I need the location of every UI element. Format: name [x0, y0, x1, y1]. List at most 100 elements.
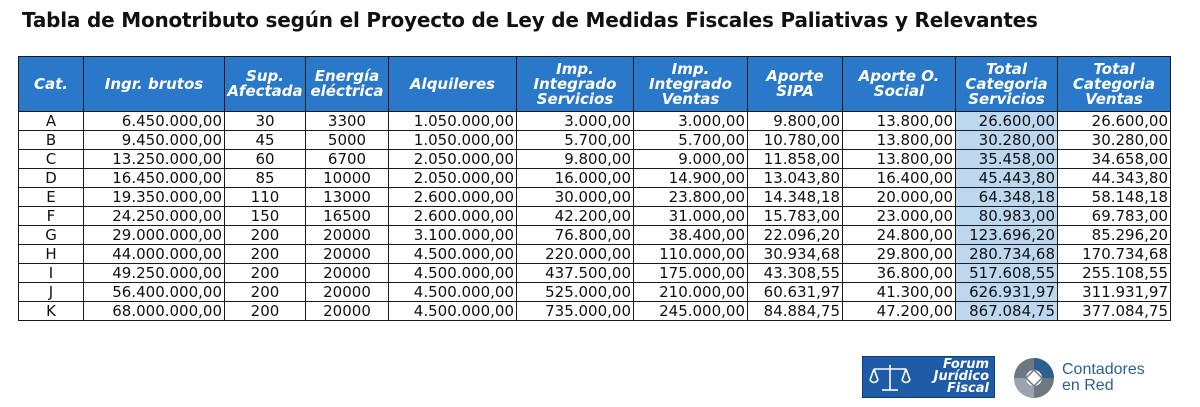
monotributo-table: Cat. Ingr. brutos Sup. Afectada Energía eléct…	[18, 56, 1171, 321]
table-cell: 14.348,18	[747, 187, 843, 207]
table-cell: 867.084,75	[955, 301, 1058, 321]
table-cell: 31.000,00	[633, 206, 748, 226]
column-header-line: Total	[985, 59, 1028, 78]
scales-of-justice-icon	[869, 365, 911, 391]
table-row: B 9.450.000,00 45 5000 1.050.000,00 5.700,00 5…	[18, 130, 1171, 150]
forum-logo-line: Jurídico	[933, 369, 989, 384]
column-header-line: Sup.	[246, 67, 284, 85]
table-cell: 9.800,00	[516, 149, 634, 169]
contadores-logo-line: Contadores	[1062, 361, 1145, 378]
column-header: Cat.	[18, 56, 84, 112]
table-cell: 20000	[305, 263, 389, 283]
table-cell: 3300	[305, 111, 389, 131]
column-header-line: SIPA	[776, 82, 814, 100]
column-header-line: Imp.	[671, 59, 710, 78]
table-cell: 56.400.000,00	[83, 282, 225, 302]
table-row: F 24.250.000,00 150 16500 2.600.000,00 42.200…	[18, 206, 1171, 226]
contadores-en-red-logo: Contadores en Red	[1012, 356, 1192, 400]
table-cell: 23.000,00	[842, 206, 956, 226]
column-header-line: Imp.	[556, 59, 594, 78]
table-cell: 11.858,00	[747, 149, 843, 169]
table-cell: 69.783,00	[1057, 206, 1171, 226]
table-row: E 19.350.000,00 110 13000 2.600.000,00 30.000…	[18, 187, 1171, 207]
table-cell: 200	[224, 301, 306, 321]
table-cell: 311.931,97	[1057, 282, 1171, 302]
table-cell: 123.696,20	[955, 225, 1058, 245]
table-cell: 9.450.000,00	[83, 130, 225, 150]
table-cell: I	[18, 263, 84, 283]
table-cell: 10.780,00	[747, 130, 843, 150]
contadores-logo-line: en Red	[1062, 377, 1114, 394]
table-row: H 44.000.000,00 200 20000 4.500.000,00 220.00…	[18, 244, 1171, 264]
table-cell: H	[18, 244, 84, 264]
table-cell: E	[18, 187, 84, 207]
column-header-line: Ventas	[661, 89, 720, 108]
table-cell: D	[18, 168, 84, 188]
table-cell: 47.200,00	[842, 301, 956, 321]
table-cell: 58.148,18	[1057, 187, 1171, 207]
table-cell: 13.800,00	[842, 130, 956, 150]
table-cell: 1.050.000,00	[388, 111, 517, 131]
column-header-line: Cat.	[34, 74, 68, 93]
column-header: Total Categoria Ventas	[1057, 56, 1171, 112]
table-cell: 170.734,68	[1057, 244, 1171, 264]
table-cell: 84.884,75	[747, 301, 843, 321]
table-cell: 6.450.000,00	[83, 111, 225, 131]
column-header-line: Aporte	[766, 67, 824, 85]
table-cell: 16.450.000,00	[83, 168, 225, 188]
table-cell: 13.800,00	[842, 111, 956, 131]
table-cell: 255.108,55	[1057, 263, 1171, 283]
table-cell: 35.458,00	[955, 149, 1058, 169]
column-header-line: eléctrica	[310, 82, 384, 100]
table-row: I 49.250.000,00 200 20000 4.500.000,00 437.50…	[18, 263, 1171, 283]
column-header-line: Servicios	[968, 89, 1045, 108]
table-cell: 30.000,00	[516, 187, 634, 207]
table-cell: 60.631,97	[747, 282, 843, 302]
table-cell: 13000	[305, 187, 389, 207]
table-cell: 23.800,00	[633, 187, 748, 207]
table-cell: 30.934,68	[747, 244, 843, 264]
column-header: Imp. Integrado Ventas	[633, 56, 748, 112]
table-cell: 16500	[305, 206, 389, 226]
column-header-line: Alquileres	[409, 74, 496, 93]
table-cell: 16.400,00	[842, 168, 956, 188]
table-cell: 245.000,00	[633, 301, 748, 321]
table-cell: 45	[224, 130, 306, 150]
table-row: C 13.250.000,00 60 6700 2.050.000,00 9.800,00…	[18, 149, 1171, 169]
forum-logo-line: Forum	[942, 357, 989, 372]
table-cell: 34.658,00	[1057, 149, 1171, 169]
table-cell: 200	[224, 244, 306, 264]
table-cell: 22.096,20	[747, 225, 843, 245]
column-header: Ingr. brutos	[83, 56, 225, 112]
table-cell: 29.000.000,00	[83, 225, 225, 245]
column-header-line: Categoria	[965, 74, 1048, 93]
column-header: Aporte O. Social	[842, 56, 956, 112]
table-cell: 4.500.000,00	[388, 263, 517, 283]
table-cell: 30.280,00	[955, 130, 1058, 150]
table-cell: 175.000,00	[633, 263, 748, 283]
table-row: A 6.450.000,00 30 3300 1.050.000,00 3.000,00 3…	[18, 111, 1171, 131]
column-header-line: Energía	[314, 67, 380, 85]
table-cell: 13.043,80	[747, 168, 843, 188]
table-cell: 26.600,00	[1057, 111, 1171, 131]
table-cell: 10000	[305, 168, 389, 188]
table-cell: 44.000.000,00	[83, 244, 225, 264]
table-cell: 20000	[305, 225, 389, 245]
table-row: J 56.400.000,00 200 20000 4.500.000,00 525.00…	[18, 282, 1171, 302]
table-cell: 30.280,00	[1057, 130, 1171, 150]
table-cell: 80.983,00	[955, 206, 1058, 226]
table-cell: 3.000,00	[633, 111, 748, 131]
table-cell: 2.050.000,00	[388, 149, 517, 169]
table-cell: 38.400,00	[633, 225, 748, 245]
camera-aperture-icon	[1014, 358, 1054, 398]
table-cell: 43.308,55	[747, 263, 843, 283]
table-cell: 150	[224, 206, 306, 226]
table-row: G 29.000.000,00 200 20000 3.100.000,00 76.800…	[18, 225, 1171, 245]
table-cell: 85	[224, 168, 306, 188]
table-cell: 4.500.000,00	[388, 301, 517, 321]
column-header-line: Ingr. brutos	[104, 74, 204, 93]
page-title: Tabla de Monotributo según el Proyecto d…	[22, 8, 1038, 32]
table-cell: B	[18, 130, 84, 150]
table-cell: 200	[224, 282, 306, 302]
table-cell: 76.800,00	[516, 225, 634, 245]
